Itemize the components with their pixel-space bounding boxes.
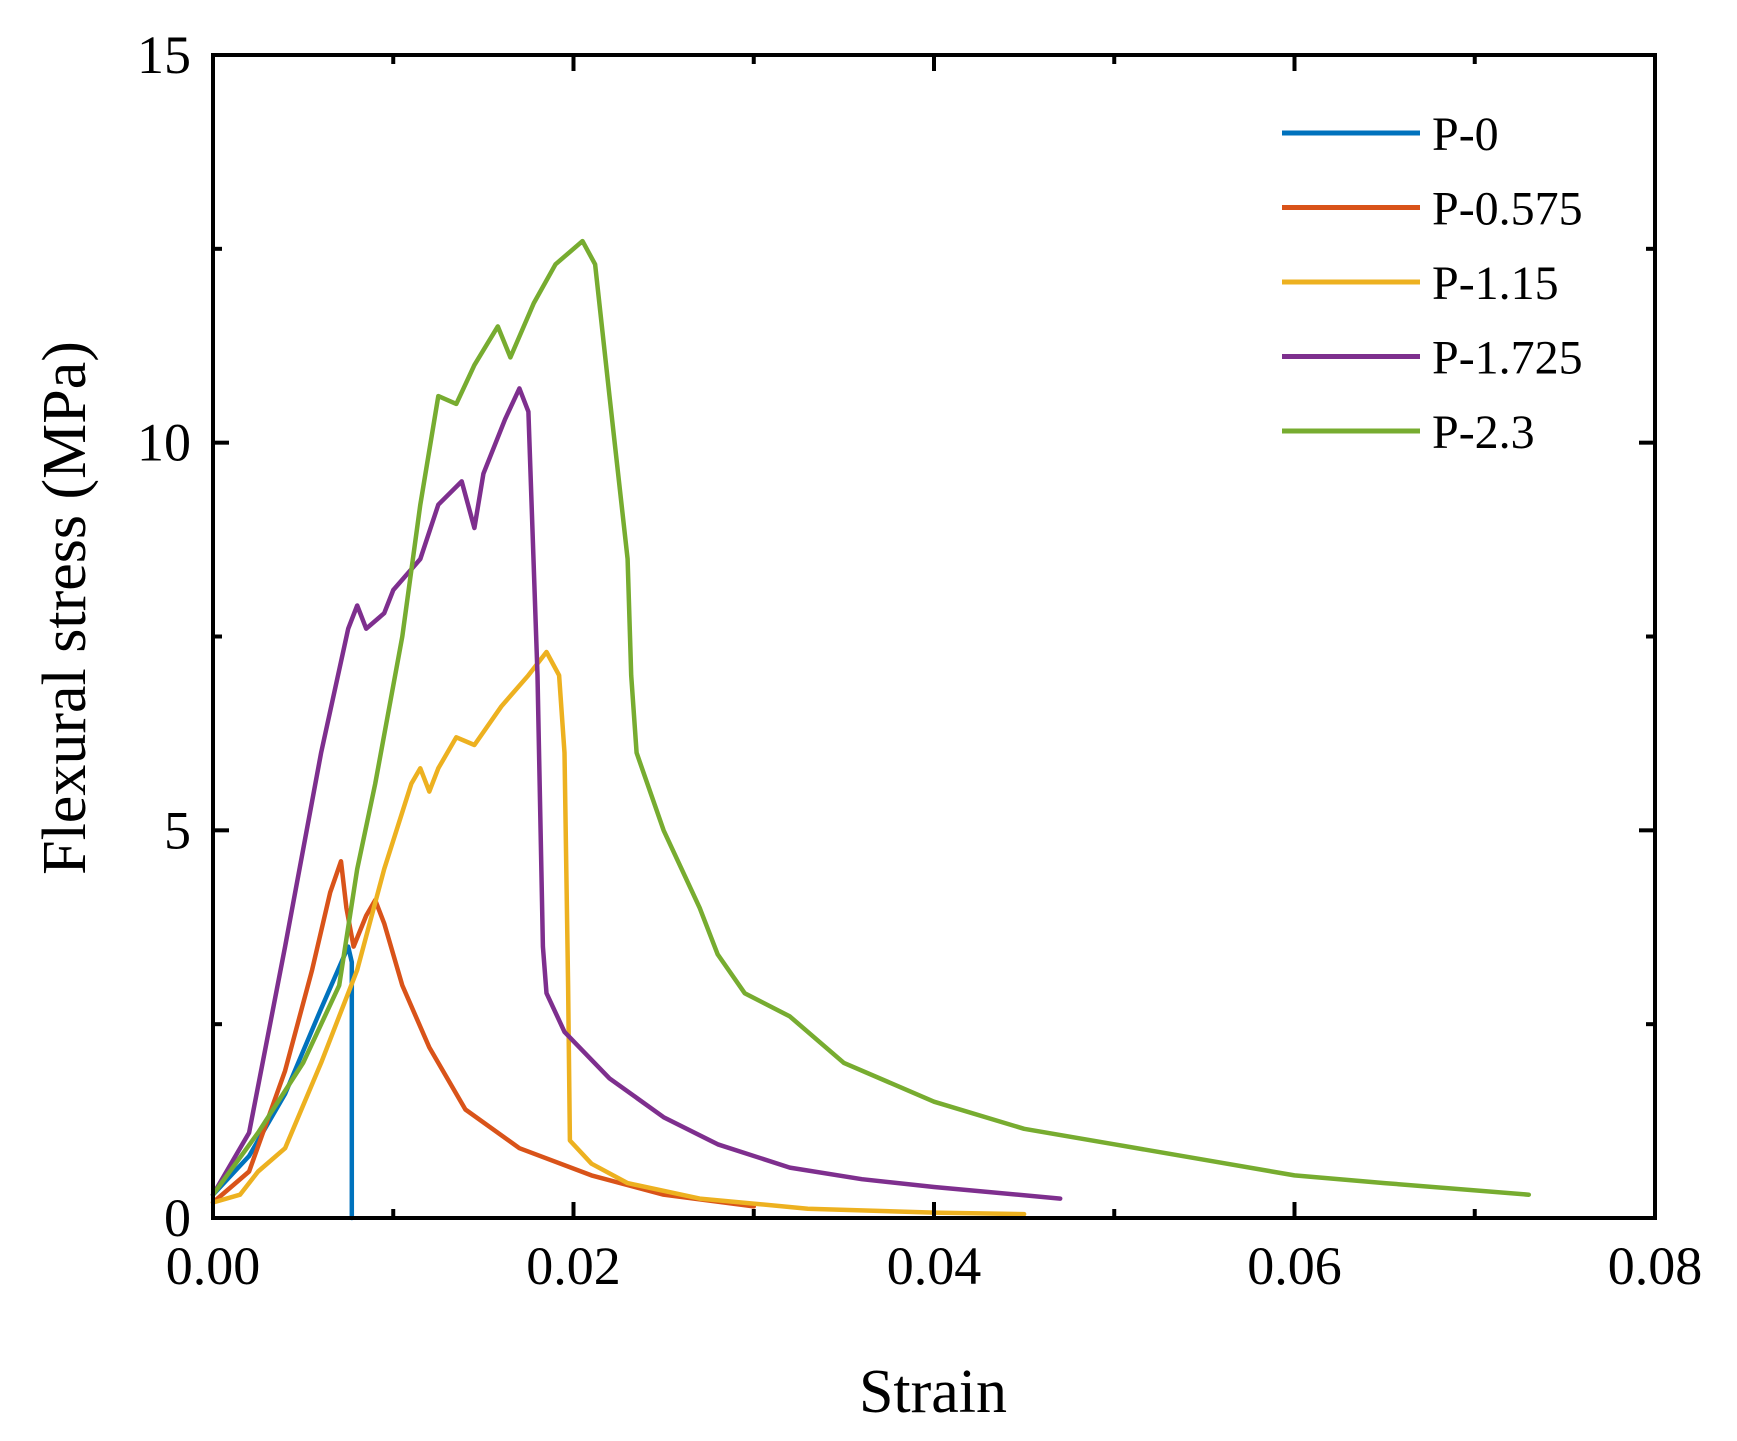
axes: 0.00 0.02 0.04 0.06 0.08 0 5 10 15 [137,25,1702,1296]
series-line-p-1-15 [210,649,1027,1217]
plot-area [210,238,1532,1221]
y-tick-label: 5 [164,800,191,860]
legend: P-0 P-0.575 P-1.15 P-1.725 P-2.3 [1282,108,1583,459]
legend-label: P-1.725 [1432,332,1583,385]
y-tick-label: 0 [164,1188,191,1248]
y-axis-title: Flexural stress (MPa) [31,341,99,875]
x-tick-label: 0.00 [166,1236,261,1296]
x-axis-title: Strain [859,1358,1007,1426]
series-line-p-0-575 [210,859,757,1209]
y-tick-label: 15 [137,25,191,85]
series-line-p-2-3 [210,238,1532,1197]
legend-label: P-0 [1432,108,1499,161]
x-tick-label: 0.08 [1608,1236,1703,1296]
y-tick-label: 10 [137,413,191,473]
series-line-p-1-725 [210,386,1063,1201]
x-tick-label: 0.04 [887,1236,982,1296]
legend-label: P-1.15 [1432,257,1559,310]
series-line-p-0 [210,944,355,1221]
x-tick-label: 0.06 [1247,1236,1342,1296]
legend-label: P-2.3 [1432,406,1535,459]
legend-label: P-0.575 [1432,183,1583,236]
x-tick-label: 0.02 [526,1236,621,1296]
